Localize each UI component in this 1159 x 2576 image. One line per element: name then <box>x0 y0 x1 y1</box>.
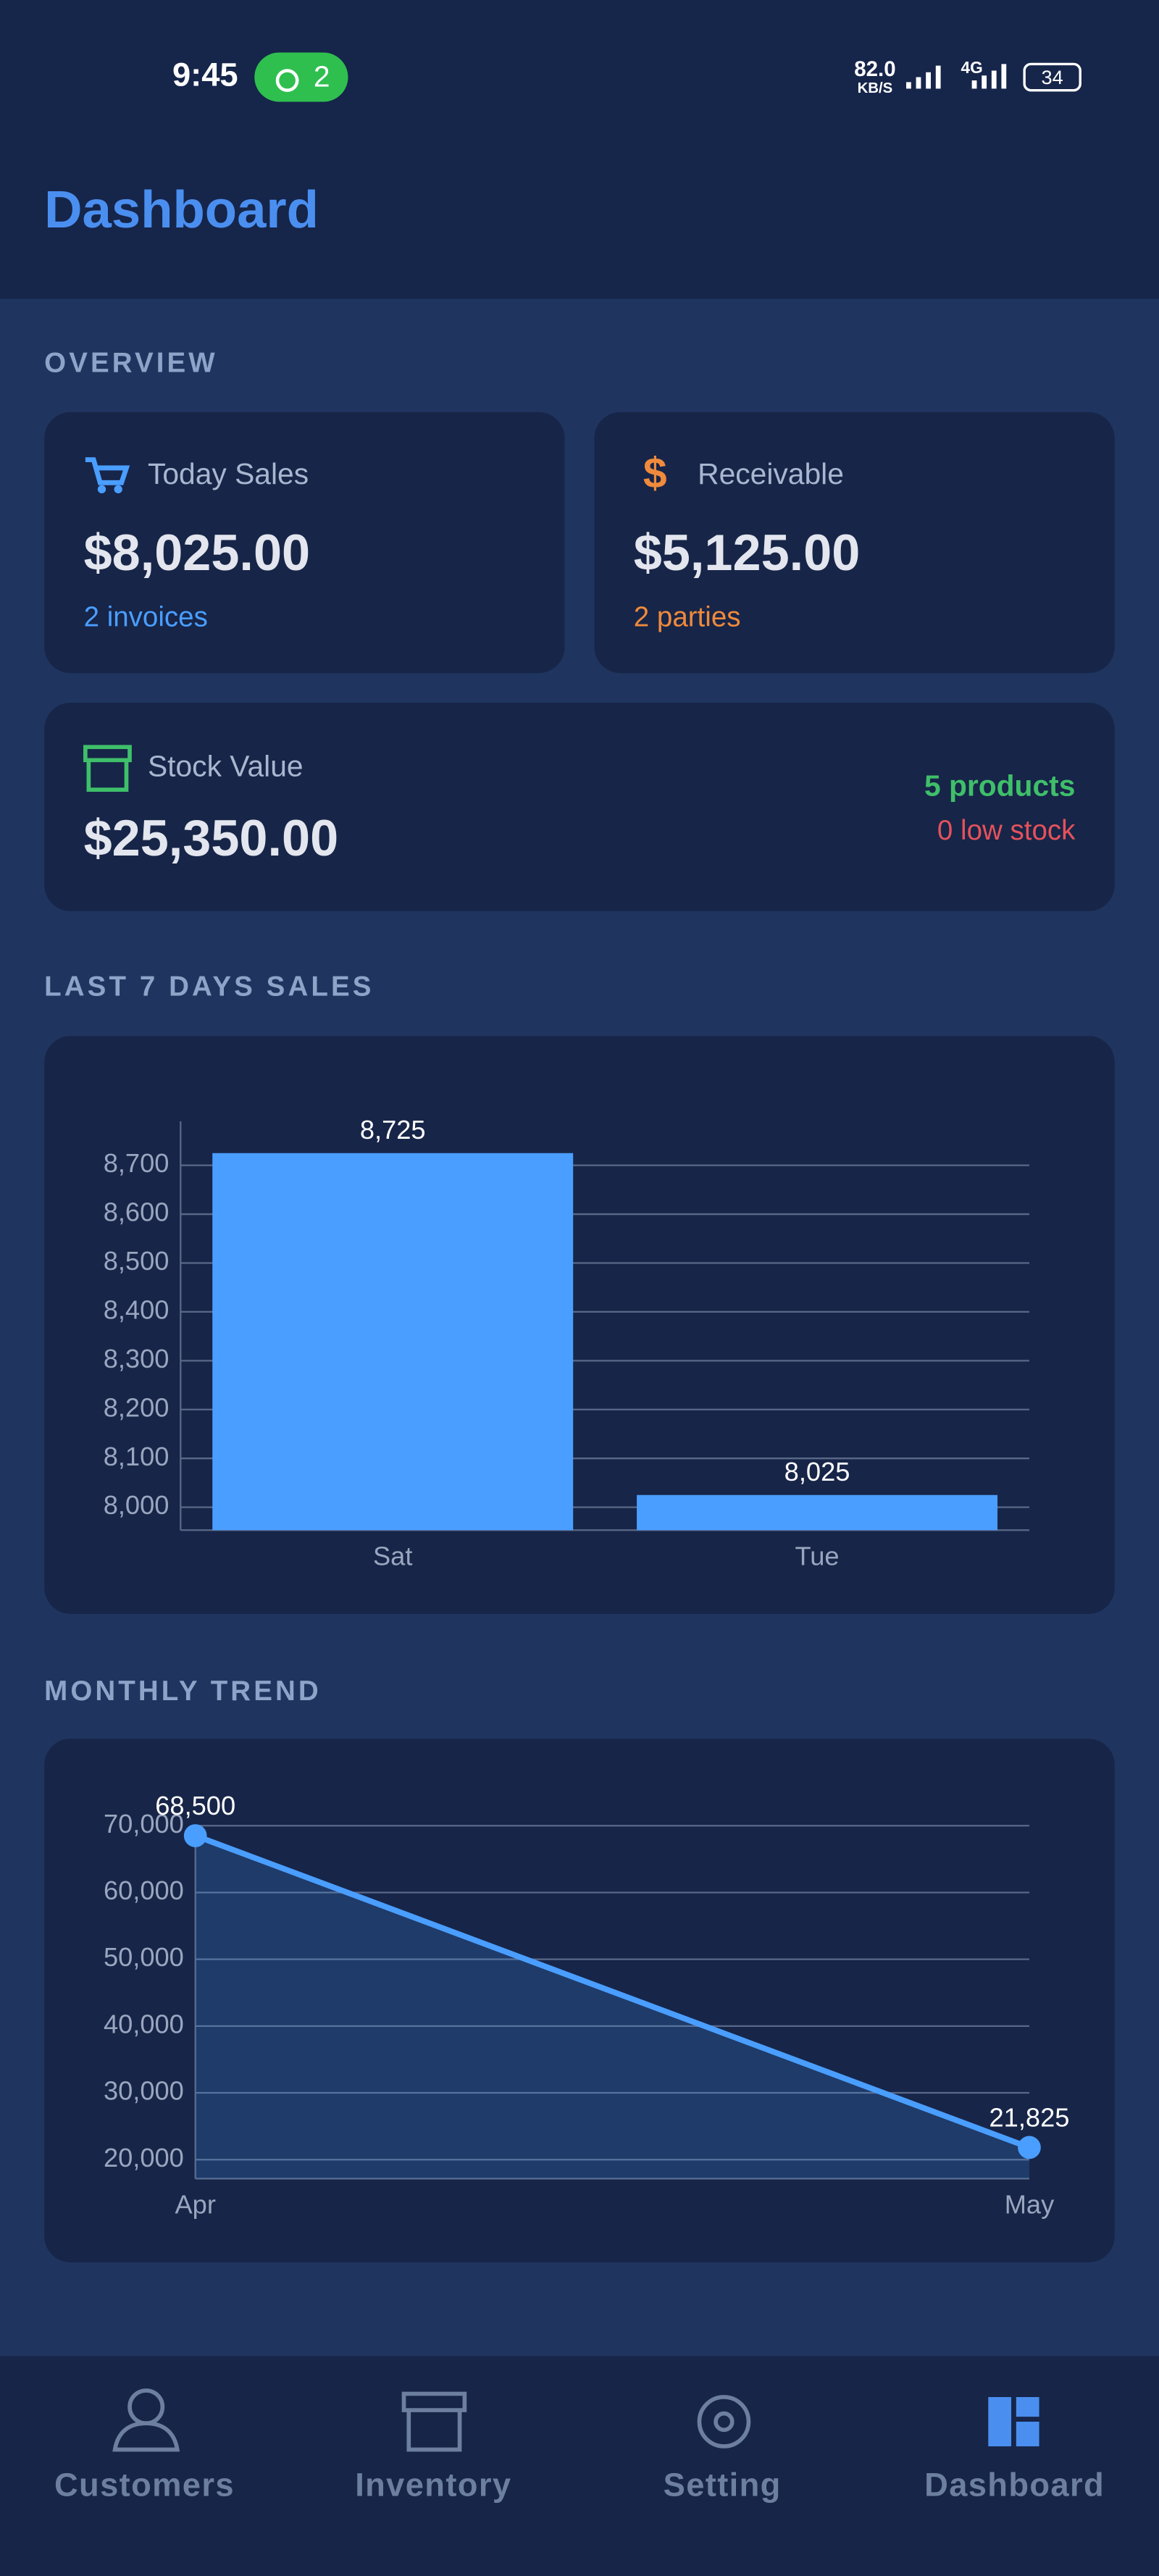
header-bg <box>0 0 1159 299</box>
y-tick-label: 8,300 <box>104 1344 170 1373</box>
card <box>44 411 565 674</box>
inventory-icon <box>401 2391 467 2452</box>
section-title: MONTHLY TREND <box>44 1676 322 1707</box>
bar <box>637 1494 998 1531</box>
card <box>44 703 1115 911</box>
value-label: 68,500 <box>155 1791 235 1820</box>
y-tick-label: 40,000 <box>104 2009 184 2038</box>
section-title: OVERVIEW <box>44 347 218 378</box>
y-tick-label: 8,200 <box>104 1392 170 1422</box>
card-value: $25,350.00 <box>84 809 339 866</box>
nav-bar <box>0 2356 1159 2576</box>
hotspot-pill <box>254 52 348 102</box>
store-icon <box>83 745 132 792</box>
y-tick-label: 8,000 <box>104 1490 170 1520</box>
chart-card <box>44 1739 1115 2263</box>
value-label: 21,825 <box>989 2102 1070 2132</box>
card <box>594 411 1115 674</box>
signal-icon-2 <box>971 64 1007 89</box>
charts: 8,000 8,100 8,200 8,300 8,400 8,500 8,600 8,700… <box>104 1115 1070 2220</box>
line <box>194 1833 1031 2151</box>
card-sub: 2 parties <box>634 602 741 633</box>
y-tick-label: 8,600 <box>104 1197 170 1227</box>
dollar-icon: $ <box>643 450 667 497</box>
x-tick-label: Tue <box>795 1541 839 1571</box>
nav-item[interactable]: Setting <box>664 2467 782 2504</box>
customers-icon <box>112 2421 180 2452</box>
cart-icon <box>97 485 106 494</box>
status-time: 9:45 <box>172 56 238 93</box>
card-sub: 2 invoices <box>84 602 208 633</box>
hotspot-icon <box>275 69 299 92</box>
card-value: $8,025.00 <box>84 524 311 581</box>
setting-icon <box>697 2395 751 2449</box>
value-label: 8,725 <box>360 1115 426 1145</box>
y-tick-label: 8,100 <box>104 1442 170 1471</box>
y-tick-label: 8,500 <box>104 1246 170 1276</box>
card-label: Stock Value <box>148 749 304 782</box>
card-sub: 5 products <box>924 769 1075 803</box>
net-speed: 82.0 <box>854 57 895 81</box>
point <box>183 1824 207 1847</box>
hotspot-count: 2 <box>314 60 330 93</box>
cart-icon <box>114 485 122 494</box>
setting-icon <box>714 2411 735 2433</box>
y-tick-label: 8,700 <box>104 1148 170 1178</box>
card-label: Today Sales <box>148 457 309 490</box>
card-label: Receivable <box>698 457 844 490</box>
nav-item[interactable]: Customers <box>54 2467 235 2504</box>
card-value: $5,125.00 <box>634 524 861 581</box>
nav-labels: Customers Inventory Setting Dashboard <box>54 2467 1105 2504</box>
nav-item[interactable]: Dashboard <box>924 2467 1105 2504</box>
battery-level: 34 <box>1042 66 1063 88</box>
y-tick-label: 50,000 <box>104 1942 184 1972</box>
y-tick-label: 70,000 <box>104 1809 184 1839</box>
bar <box>212 1153 574 1531</box>
x-tick-label: May <box>1005 2190 1055 2220</box>
page-title: Dashboard <box>44 180 319 239</box>
area <box>195 1836 1029 2179</box>
dashboard-icon <box>988 2396 1039 2446</box>
point <box>1018 2136 1041 2159</box>
section-title: LAST 7 DAYS SALES <box>44 971 374 1003</box>
card-sub: 0 low stock <box>937 815 1076 846</box>
nav-icons <box>112 2388 751 2452</box>
y-tick-label: 20,000 <box>104 2143 184 2173</box>
y-tick-label: 30,000 <box>104 2076 184 2106</box>
y-tick-label: 60,000 <box>104 1875 184 1905</box>
value-label: 8,025 <box>784 1457 850 1486</box>
battery <box>1023 62 1081 92</box>
signal-icon <box>905 65 941 89</box>
cart-icon <box>85 457 130 485</box>
net-speed-unit: KB/S <box>858 80 893 96</box>
x-tick-label: Apr <box>175 2190 215 2220</box>
network-type: 4G <box>961 58 983 77</box>
nav-item[interactable]: Inventory <box>355 2467 511 2504</box>
x-tick-label: Sat <box>373 1541 412 1571</box>
y-tick-label: 8,400 <box>104 1295 170 1324</box>
